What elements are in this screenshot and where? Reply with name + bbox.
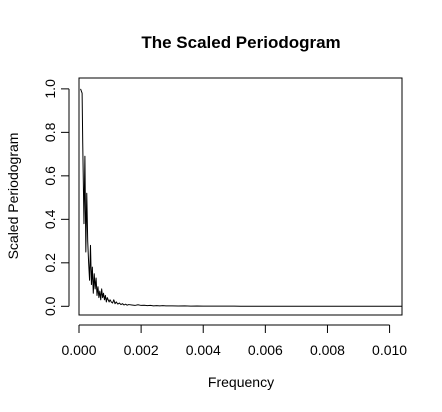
x-tick-label: 0.002 [124,342,159,358]
x-tick-label: 0.000 [61,342,96,358]
y-tick-label: 0.2 [42,253,58,273]
x-tick-label: 0.004 [186,342,221,358]
y-tick-label: 0.4 [42,209,58,229]
x-tick-label: 0.010 [372,342,407,358]
x-tick-label: 0.008 [310,342,345,358]
y-tick-label: 0.6 [42,166,58,186]
x-axis: 0.000 0.002 0.004 0.006 0.008 0.010 [61,324,407,358]
series-layer [80,88,402,307]
y-tick-label: 1.0 [42,79,58,99]
y-axis-label: Scaled Periodogram [5,133,21,260]
y-axis: 0.0 0.2 0.4 0.6 0.8 1.0 [42,79,70,316]
chart-title: The Scaled Periodogram [141,33,340,52]
plot-frame [78,77,403,316]
series-line [80,88,402,307]
x-tick-label: 0.006 [248,342,283,358]
y-tick-label: 0.0 [42,296,58,316]
y-tick-label: 0.8 [42,122,58,142]
x-axis-label: Frequency [208,374,274,390]
